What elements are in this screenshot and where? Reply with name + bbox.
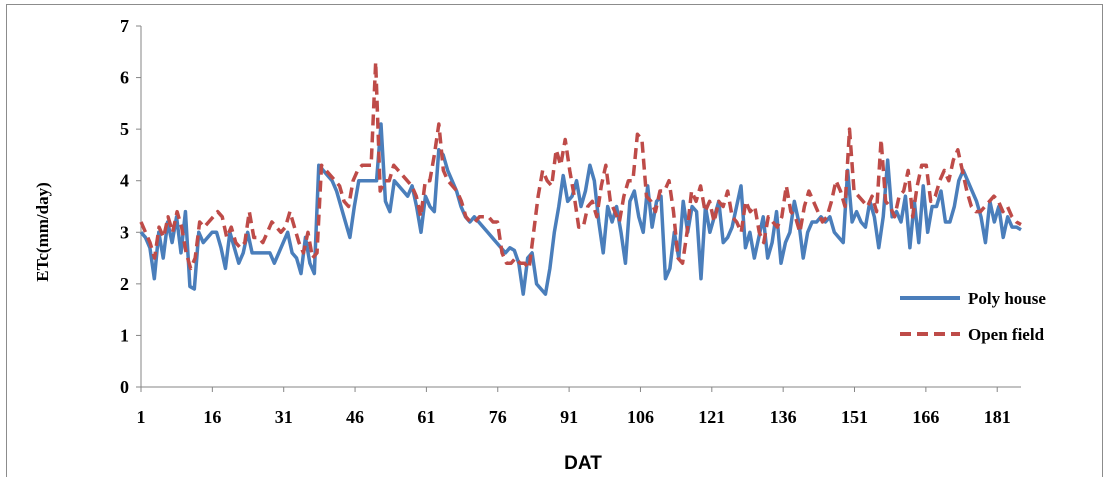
- y-axis-label: ETc(mm/day): [33, 182, 52, 282]
- x-tick-label: 91: [560, 407, 578, 427]
- series-line-open-field: [139, 60, 1022, 271]
- x-tick-label: 121: [698, 407, 725, 427]
- y-tick-label: 7: [120, 16, 129, 36]
- x-tick-label: 106: [627, 407, 654, 427]
- y-tick-label: 3: [120, 222, 129, 242]
- x-tick-label: 76: [489, 407, 507, 427]
- series-line-poly-house: [139, 122, 1022, 296]
- chart-frame: [6, 4, 1103, 477]
- x-tick-label: 31: [275, 407, 293, 427]
- y-tick-label: 2: [120, 274, 129, 294]
- y-tick-label: 5: [120, 119, 129, 139]
- y-axis: 0 1 2 3 4 5 6 7: [120, 16, 142, 397]
- legend-label-open-field: Open field: [968, 325, 1045, 344]
- legend-label-poly-house: Poly house: [968, 289, 1046, 308]
- x-tick-label: 136: [770, 407, 797, 427]
- legend: Poly house Open field: [900, 289, 1046, 344]
- x-tick-label: 16: [203, 407, 221, 427]
- x-axis: 1 16 31 46 61 76 91 106 121 136 151 166 181: [137, 386, 1021, 427]
- x-tick-label: 181: [984, 407, 1011, 427]
- y-tick-label: 1: [120, 325, 129, 345]
- y-tick-label: 6: [120, 68, 129, 88]
- x-tick-label: 166: [912, 407, 939, 427]
- series-layer: [139, 60, 1022, 296]
- x-axis-label: DAT: [564, 453, 602, 474]
- x-tick-label: 46: [346, 407, 364, 427]
- x-tick-label: 61: [417, 407, 435, 427]
- y-tick-label: 0: [120, 377, 129, 397]
- x-tick-label: 151: [841, 407, 868, 427]
- x-tick-label: 1: [137, 407, 146, 427]
- y-tick-label: 4: [120, 171, 129, 191]
